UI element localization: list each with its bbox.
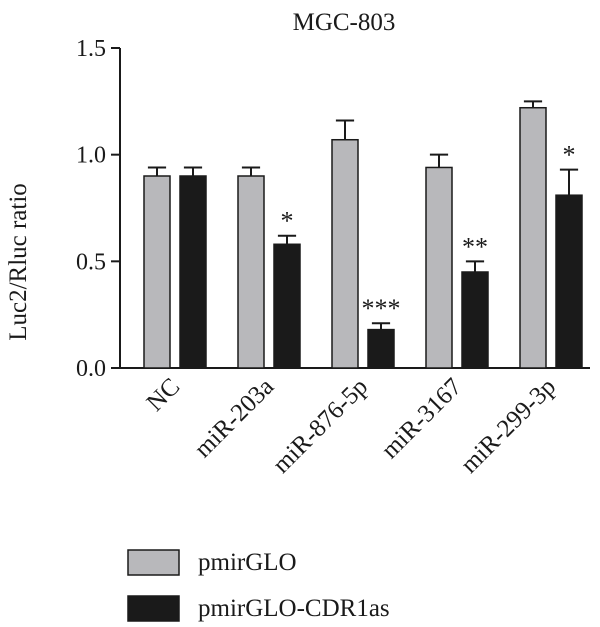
bars bbox=[143, 106, 583, 369]
bar-pmirglo bbox=[237, 175, 265, 369]
bar-pmirglo-cdr1as bbox=[555, 194, 583, 369]
bar-pmirglo bbox=[331, 138, 359, 369]
bar-pmirglo-cdr1as bbox=[461, 271, 489, 369]
bar-pmirglo-cdr1as bbox=[367, 328, 395, 369]
significance-markers: ******* bbox=[281, 141, 576, 324]
legend-label-pmirglo-cdr1as: pmirGLO-CDR1as bbox=[198, 595, 390, 622]
chart-title: MGC-803 bbox=[293, 9, 396, 36]
significance-marker: *** bbox=[362, 294, 401, 323]
y-ticks: 0.0 0.5 1.0 1.5 bbox=[76, 36, 120, 382]
x-tick-label: NC bbox=[142, 373, 186, 417]
x-tick-label: miR-876-5p bbox=[268, 373, 374, 479]
y-tick-label: 0.5 bbox=[76, 249, 106, 275]
bar-pmirglo-cdr1as bbox=[273, 243, 301, 369]
y-axis-label: Luc2/Rluc ratio bbox=[5, 183, 32, 341]
y-tick-label: 0.0 bbox=[76, 356, 106, 382]
x-tick-label: miR-203a bbox=[189, 373, 279, 463]
x-tick-label: miR-299-3p bbox=[456, 373, 562, 479]
legend-swatch-pmirglo bbox=[127, 549, 180, 576]
x-tick-label: miR-3167 bbox=[376, 373, 467, 464]
bar-pmirglo bbox=[425, 166, 453, 369]
legend: pmirGLO pmirGLO-CDR1as bbox=[127, 549, 390, 622]
y-tick-label: 1.5 bbox=[76, 36, 106, 62]
significance-marker: * bbox=[281, 207, 294, 236]
error-bars bbox=[147, 100, 579, 330]
legend-label-pmirglo: pmirGLO bbox=[198, 549, 297, 576]
bar-pmirglo bbox=[519, 106, 547, 369]
y-tick-label: 1.0 bbox=[76, 143, 106, 169]
significance-marker: * bbox=[563, 141, 576, 170]
significance-marker: ** bbox=[462, 232, 488, 261]
bar-pmirglo-cdr1as bbox=[179, 175, 207, 369]
bar-pmirglo bbox=[143, 175, 171, 369]
legend-swatch-pmirglo-cdr1as bbox=[127, 595, 180, 622]
